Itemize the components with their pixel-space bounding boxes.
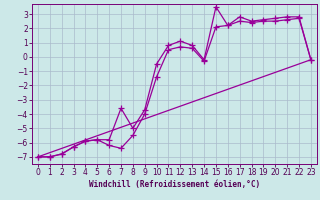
X-axis label: Windchill (Refroidissement éolien,°C): Windchill (Refroidissement éolien,°C) — [89, 180, 260, 189]
